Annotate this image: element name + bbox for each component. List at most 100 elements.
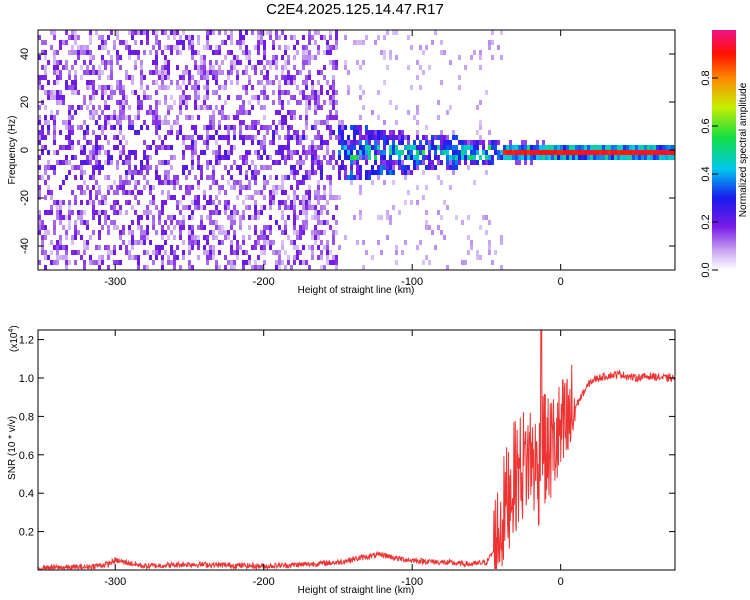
spectrogram-cell bbox=[233, 115, 236, 120]
spectrogram-cell bbox=[131, 75, 134, 80]
spectrogram-cell bbox=[116, 50, 119, 55]
spectrogram-cell bbox=[227, 130, 230, 135]
spectrogram-cell bbox=[242, 105, 245, 110]
spectrogram-cell bbox=[176, 65, 179, 70]
spectrogram-cell bbox=[359, 85, 362, 90]
spectrogram-x-tick-label: -100 bbox=[401, 276, 423, 288]
spectrogram-cell bbox=[275, 30, 278, 35]
spectrogram-cell bbox=[56, 200, 59, 205]
spectrogram-cell bbox=[542, 145, 545, 150]
spectrogram-cell bbox=[383, 145, 386, 150]
spectrogram-cell bbox=[260, 40, 263, 45]
spectrogram-cell bbox=[281, 30, 284, 35]
spectrogram-cell bbox=[359, 125, 362, 130]
spectrogram-cell bbox=[542, 140, 545, 145]
spectrogram-cell bbox=[251, 215, 254, 220]
spectrogram-cell bbox=[362, 40, 365, 45]
spectrogram-cell bbox=[161, 200, 164, 205]
spectrogram-cell bbox=[83, 260, 86, 265]
spectrogram-cell bbox=[86, 85, 89, 90]
spectrogram-cell bbox=[344, 35, 347, 40]
spectrogram-cell bbox=[167, 260, 170, 265]
spectrogram-cell bbox=[131, 255, 134, 260]
spectrogram-cell bbox=[176, 135, 179, 140]
spectrogram-cell bbox=[317, 215, 320, 220]
spectrogram-cell bbox=[68, 75, 71, 80]
spectrogram-cell bbox=[404, 165, 407, 170]
spectrogram-cell bbox=[320, 205, 323, 210]
spectrogram-cell bbox=[635, 150, 638, 155]
spectrogram-cell bbox=[179, 125, 182, 130]
spectrogram-cell bbox=[446, 205, 449, 210]
spectrogram-cell bbox=[245, 55, 248, 60]
spectrogram-cell bbox=[41, 250, 44, 255]
spectrogram-cell bbox=[554, 145, 557, 150]
spectrogram-cell bbox=[317, 190, 320, 195]
spectrogram-cell bbox=[509, 150, 512, 155]
spectrogram-cell bbox=[47, 95, 50, 100]
spectrogram-cell bbox=[182, 100, 185, 105]
spectrogram-cell bbox=[254, 240, 257, 245]
spectrogram-cell bbox=[146, 210, 149, 215]
spectrogram-cell bbox=[344, 155, 347, 160]
spectrogram-cell bbox=[68, 105, 71, 110]
spectrogram-cell bbox=[563, 145, 566, 150]
spectrogram-cell bbox=[263, 75, 266, 80]
spectrogram-cell bbox=[98, 265, 101, 270]
spectrogram-cell bbox=[176, 45, 179, 50]
spectrogram-cell bbox=[263, 105, 266, 110]
spectrogram-cell bbox=[230, 80, 233, 85]
spectrogram-cell bbox=[638, 145, 641, 150]
spectrogram-cell bbox=[167, 120, 170, 125]
spectrogram-cell bbox=[146, 30, 149, 35]
spectrogram-cell bbox=[74, 60, 77, 65]
spectrogram-cell bbox=[95, 70, 98, 75]
spectrogram-cell bbox=[155, 145, 158, 150]
spectrogram-cell bbox=[233, 265, 236, 270]
spectrogram-cell bbox=[191, 150, 194, 155]
spectrogram-cell bbox=[287, 75, 290, 80]
spectrogram-cell bbox=[581, 155, 584, 160]
spectrogram-cell bbox=[182, 40, 185, 45]
spectrogram-cell bbox=[98, 245, 101, 250]
spectrogram-cell bbox=[647, 150, 650, 155]
spectrogram-cell bbox=[53, 115, 56, 120]
spectrogram-cell bbox=[350, 180, 353, 185]
spectrogram-cell bbox=[293, 45, 296, 50]
spectrogram-cell bbox=[344, 60, 347, 65]
spectrogram-cell bbox=[155, 165, 158, 170]
spectrogram-cell bbox=[524, 140, 527, 145]
spectrogram-cell bbox=[110, 155, 113, 160]
spectrogram-cell bbox=[284, 60, 287, 65]
spectrogram-cell bbox=[326, 45, 329, 50]
spectrogram-cell bbox=[113, 250, 116, 255]
spectrogram-cell bbox=[155, 130, 158, 135]
spectrogram-cell bbox=[206, 40, 209, 45]
spectrogram-cell bbox=[338, 155, 341, 160]
spectrogram-cell bbox=[107, 160, 110, 165]
spectrogram-cell bbox=[257, 40, 260, 45]
spectrogram-cell bbox=[41, 245, 44, 250]
spectrogram-cell bbox=[65, 60, 68, 65]
spectrogram-cell bbox=[170, 105, 173, 110]
spectrogram-cell bbox=[452, 145, 455, 150]
spectrogram-cell bbox=[335, 260, 338, 265]
spectrogram-cell bbox=[620, 150, 623, 155]
spectrogram-cell bbox=[41, 50, 44, 55]
spectrogram-cell bbox=[155, 110, 158, 115]
spectrogram-cell bbox=[653, 155, 656, 160]
spectrogram-cell bbox=[329, 30, 332, 35]
spectrogram-cell bbox=[203, 75, 206, 80]
spectrogram-cell bbox=[668, 155, 671, 160]
spectrogram-cell bbox=[257, 265, 260, 270]
spectrogram-cell bbox=[167, 110, 170, 115]
spectrogram-cell bbox=[395, 145, 398, 150]
spectrogram-cell bbox=[44, 180, 47, 185]
spectrogram-cell bbox=[545, 150, 548, 155]
spectrogram-cell bbox=[206, 160, 209, 165]
spectrogram-cell bbox=[230, 35, 233, 40]
spectrogram-cell bbox=[110, 30, 113, 35]
spectrogram-cell bbox=[95, 110, 98, 115]
spectrogram-cell bbox=[263, 115, 266, 120]
